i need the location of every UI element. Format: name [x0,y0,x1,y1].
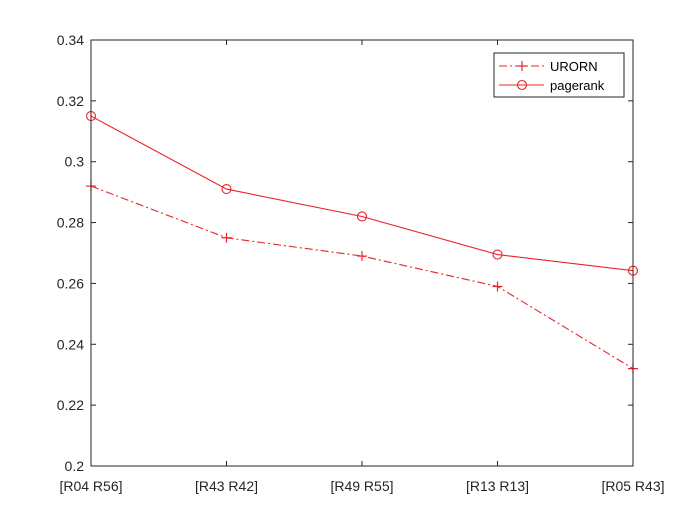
x-tick-label: [R04 R56] [59,478,122,494]
x-tick-label: [R13 R13] [466,478,529,494]
series-pagerank [85,111,639,276]
x-tick-label: [R05 R43] [601,478,664,494]
data-point-URORN-1 [221,232,232,243]
y-tick-label: 0.24 [57,336,84,352]
y-tick-label: 0.22 [57,397,84,413]
y-tick-label: 0.32 [57,93,84,109]
x-tick-label: [R49 R55] [330,478,393,494]
series-line-pagerank [90,115,634,272]
legend-entry-pagerank: pagerank [499,78,605,93]
legend-label: URORN [550,59,598,74]
legend: URORN pagerank [493,52,625,98]
legend-marker [517,61,527,71]
y-tick-label: 0.34 [57,32,84,48]
legend-marker [516,79,528,91]
y-tick-label: 0.2 [65,458,85,474]
data-point-URORN-3 [492,281,503,292]
data-point-pagerank-1 [221,184,232,195]
x-tick-label: [R43 R42] [195,478,258,494]
legend-box [493,52,625,98]
axes-layer: 0.2 0.22 0.24 0.26 0.28 0.3 0.32 0.34 [R04 R56] [… [57,32,665,494]
data-point-pagerank-2 [356,211,368,222]
y-tick-label: 0.26 [57,275,84,291]
series-line-URORN [90,185,634,370]
legend-label: pagerank [550,78,605,93]
data-point-URORN-2 [357,251,367,262]
y-tick-label: 0.3 [65,154,85,170]
legend-entry-URORN: URORN [499,59,598,74]
data-point-pagerank-3 [492,249,503,260]
y-tick-label: 0.28 [57,215,84,231]
